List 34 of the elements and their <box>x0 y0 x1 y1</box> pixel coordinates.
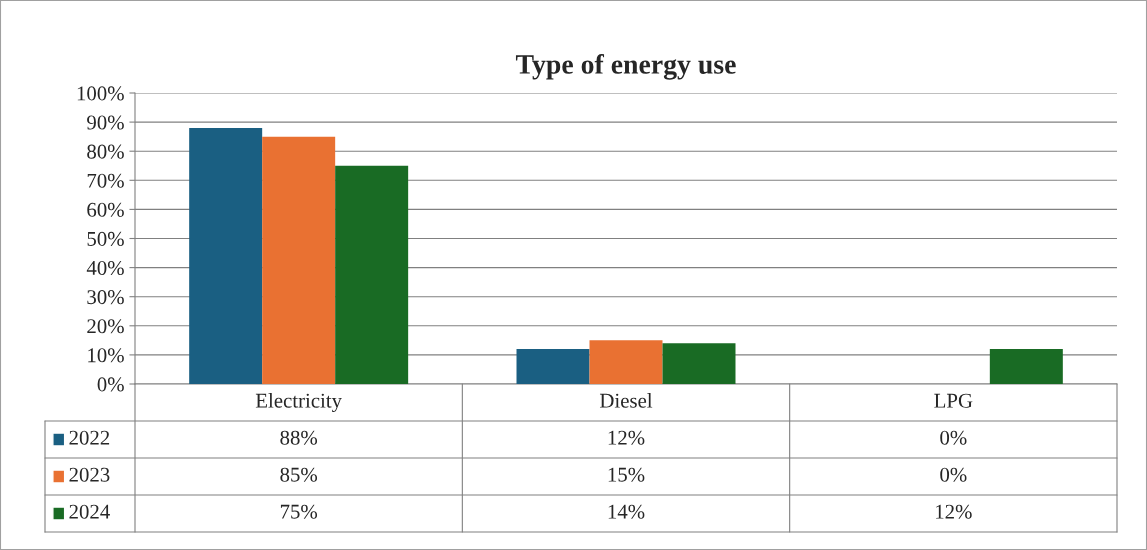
bar <box>589 340 663 384</box>
legend-label: 2022 <box>69 430 110 445</box>
x-tick-label: LPG <box>934 393 973 408</box>
chart-title: Type of energy use <box>515 54 736 80</box>
bar <box>516 349 590 384</box>
y-tick-label: 50% <box>87 231 124 246</box>
data-label: 15% <box>608 467 645 482</box>
bar <box>989 349 1063 384</box>
x-tick-label: Diesel <box>599 393 653 408</box>
data-label: 0% <box>940 430 967 445</box>
y-tick-label: 60% <box>87 202 124 217</box>
y-tick-label: 40% <box>86 260 124 276</box>
bar <box>335 165 409 384</box>
bar <box>662 343 736 384</box>
legend-label: 2024 <box>69 504 110 519</box>
data-label: 12% <box>608 430 645 445</box>
data-label: 0% <box>940 467 967 482</box>
legend-label: 2023 <box>69 467 110 482</box>
y-tick-label: 10% <box>88 348 124 363</box>
data-label: 75% <box>280 504 318 519</box>
bar <box>262 136 336 384</box>
x-tick-label: Electricity <box>255 393 342 412</box>
y-tick-label: 100% <box>77 86 124 101</box>
data-label: 88% <box>280 430 318 445</box>
data-label: 85% <box>280 467 318 482</box>
y-tick-label: 20% <box>87 319 124 334</box>
y-tick-label: 80% <box>87 144 124 159</box>
y-tick-label: 90% <box>87 115 124 130</box>
y-tick-label: 70% <box>87 173 124 188</box>
data-label: 12% <box>936 504 972 519</box>
y-tick-label: 30% <box>87 290 124 305</box>
y-tick-label: 0% <box>97 377 124 392</box>
data-label: 14% <box>608 504 645 519</box>
bar <box>189 127 263 384</box>
